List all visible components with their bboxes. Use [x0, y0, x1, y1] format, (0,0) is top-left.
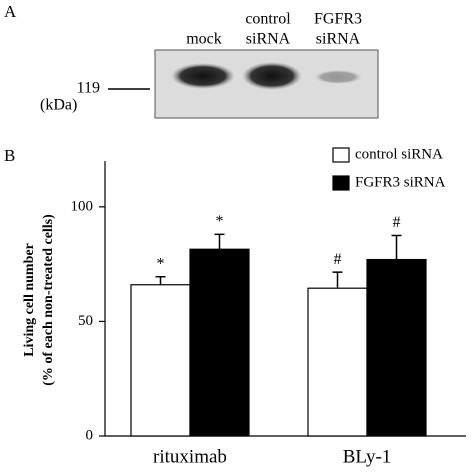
y-tick-label: 50: [78, 313, 93, 329]
lane-label: FGFR3: [314, 11, 362, 28]
blot-band: [171, 63, 235, 89]
annotation: #: [334, 251, 342, 268]
blot-band: [242, 62, 302, 90]
y-tick-label: 100: [71, 198, 94, 214]
bar: [130, 284, 191, 437]
blot-band: [314, 70, 362, 84]
panel-label: B: [4, 146, 15, 165]
legend-label: control siRNA: [355, 146, 443, 162]
blot-frame: [154, 49, 379, 119]
legend-swatch: [332, 147, 350, 163]
legend-swatch: [332, 175, 350, 191]
annotation: *: [157, 255, 165, 272]
marker-label: 119: [77, 80, 100, 97]
y-tick-label: 0: [86, 427, 94, 443]
annotation: #: [393, 214, 401, 231]
bar: [366, 258, 427, 437]
lane-label: control: [245, 11, 291, 28]
lane-label: mock: [186, 31, 222, 48]
legend-label: FGFR3 siRNA: [355, 174, 446, 190]
lane-label: siRNA: [246, 31, 291, 48]
x-tick-label: BLy-1: [343, 446, 392, 467]
y-axis-label: Living cell number: [22, 243, 37, 357]
panel-label: A: [4, 2, 17, 21]
annotation: *: [216, 213, 224, 230]
lane-label: siRNA: [316, 31, 361, 48]
unit-label: (kDa): [40, 97, 77, 114]
bar: [189, 248, 250, 437]
x-tick-label: rituximab: [153, 446, 227, 467]
bar: [307, 287, 368, 437]
y-axis-label: (% of each non-treated cells): [41, 214, 56, 386]
